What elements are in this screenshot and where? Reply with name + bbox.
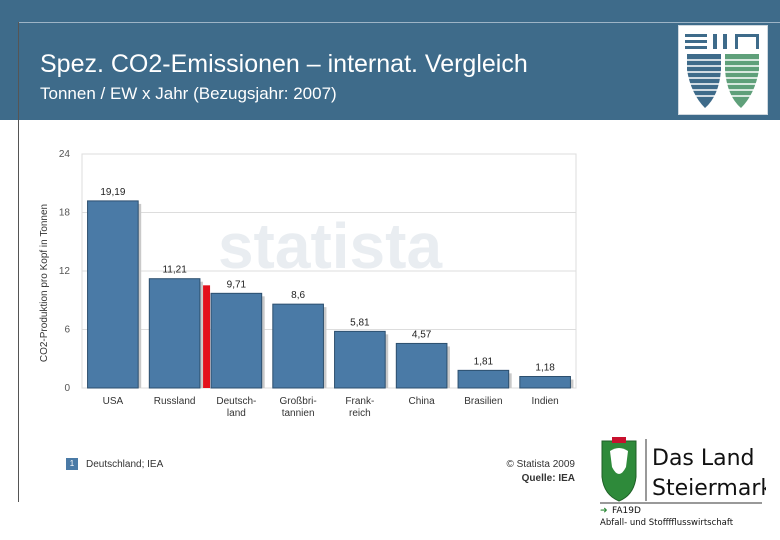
footnote-text: Deutschland; IEA bbox=[86, 458, 164, 470]
source-block: © Statista 2009 Quelle: IEA bbox=[506, 458, 575, 486]
x-tick-label: Brasilien bbox=[464, 396, 502, 407]
footnote-badge: 1 bbox=[66, 458, 78, 470]
bar bbox=[87, 200, 139, 389]
watermark-text: statista bbox=[218, 210, 443, 282]
source-text: Quelle: IEA bbox=[521, 473, 575, 484]
bar bbox=[210, 292, 263, 389]
x-tick-label: Russland bbox=[154, 396, 196, 407]
bar bbox=[334, 330, 386, 389]
x-tick-label: Deutsch- bbox=[216, 396, 256, 407]
data-label: 8,6 bbox=[291, 290, 305, 301]
co2-bar-chart: statista 0 6 12 18 24 19,19 USA 11,21 Russland 9,… bbox=[39, 149, 577, 419]
data-label: 1,81 bbox=[474, 356, 494, 367]
y-tick-label: 6 bbox=[64, 325, 70, 336]
highlight-marker bbox=[203, 285, 211, 388]
y-tick-label: 24 bbox=[59, 149, 71, 160]
x-tick-label: tannien bbox=[282, 408, 315, 419]
header-bar bbox=[0, 0, 780, 120]
x-tick-label: Indien bbox=[532, 396, 559, 407]
data-label: 4,57 bbox=[412, 329, 432, 340]
bar bbox=[519, 375, 571, 389]
x-tick-label: USA bbox=[103, 396, 124, 407]
y-tick-label: 18 bbox=[59, 208, 71, 219]
x-tick-label: reich bbox=[349, 408, 371, 419]
chart-footnote: 1 Deutschland; IEA bbox=[66, 458, 163, 470]
logo-dept-full: Abfall- und Stofffflusswirtschaft bbox=[600, 518, 734, 528]
slide-subtitle: Tonnen / EW x Jahr (Bezugsjahr: 2007) bbox=[40, 84, 337, 103]
data-label: 11,21 bbox=[162, 265, 187, 276]
x-tick-label: land bbox=[227, 408, 246, 419]
header-divider bbox=[18, 22, 780, 23]
steiermark-logo: Das Land Steiermark ➜ FA19D Abfall- und … bbox=[600, 437, 766, 528]
x-tick-label: China bbox=[409, 396, 436, 407]
logo-dept: FA19D bbox=[612, 506, 641, 516]
y-axis-label: CO2-Produktion pro Kopf in Tonnen bbox=[39, 204, 50, 362]
data-label: 19,19 bbox=[100, 187, 125, 198]
bar bbox=[395, 342, 448, 389]
slide-title: Spez. CO2-Emissionen – internat. Verglei… bbox=[40, 50, 528, 78]
logo-line2: Steiermark bbox=[652, 476, 766, 501]
y-tick-label: 0 bbox=[64, 383, 70, 394]
logo-line1: Das Land bbox=[652, 446, 755, 471]
bar bbox=[457, 369, 510, 389]
x-tick-label: Großbri- bbox=[280, 396, 317, 407]
x-tick-label: Frank- bbox=[345, 396, 374, 407]
logo-arrow: ➜ bbox=[600, 506, 608, 516]
data-label: 5,81 bbox=[350, 317, 370, 328]
y-tick-label: 12 bbox=[59, 266, 71, 277]
bar bbox=[148, 278, 201, 389]
bar bbox=[272, 303, 324, 389]
data-label: 9,71 bbox=[227, 279, 247, 290]
left-divider bbox=[18, 22, 19, 502]
institute-logo bbox=[678, 25, 768, 115]
copyright-text: © Statista 2009 bbox=[506, 459, 575, 470]
data-label: 1,18 bbox=[535, 362, 555, 373]
